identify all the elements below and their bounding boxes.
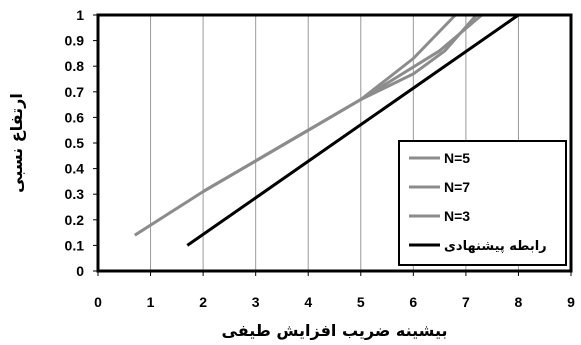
y-tick-label: 0.9 [65, 33, 85, 49]
x-tick-label: 7 [462, 294, 470, 310]
legend-label-1: N=7 [444, 179, 470, 195]
y-axis-title: ارتفاع نسبی [7, 93, 26, 193]
y-tick-label: 0.2 [65, 212, 85, 228]
x-tick-label: 1 [147, 294, 155, 310]
y-tick-label: 0.7 [65, 84, 85, 100]
y-tick-label: 0.1 [65, 237, 85, 253]
y-tick-label: 0.6 [65, 109, 85, 125]
x-tick-label: 2 [199, 294, 207, 310]
series-line-3 [186, 13, 520, 247]
series-line-2 [202, 13, 457, 193]
x-tick-label: 6 [409, 294, 417, 310]
x-tick-label: 8 [515, 294, 523, 310]
legend: N=5 N=7 N=3 رابطه پیشنهادی [398, 140, 567, 266]
y-tick-label: 0.5 [65, 135, 85, 151]
y-tick-label: 0.8 [65, 58, 85, 74]
x-tick-label: 5 [357, 294, 365, 310]
series-layer [133, 13, 520, 247]
ticks: 0 1 2 3 4 5 6 7 8 9 0 0.1 0.2 0.3 0.4 0.5 0.6 0.7 0.8 0.9 1 [65, 7, 576, 310]
y-tick-label: 1 [76, 7, 84, 23]
y-tick-label: 0.4 [65, 161, 85, 177]
y-tick-label: 0.3 [65, 186, 85, 202]
x-axis-title: بیشینه ضریب افزایش طیفی [222, 321, 448, 340]
x-tick-label: 0 [94, 294, 102, 310]
legend-label-2: N=3 [444, 208, 470, 224]
x-tick-label: 4 [304, 294, 312, 310]
y-tick-label: 0 [76, 263, 84, 279]
legend-label-3: رابطه پیشنهادی [444, 239, 547, 254]
x-tick-label: 3 [252, 294, 260, 310]
x-tick-label: 9 [567, 294, 575, 310]
legend-label-0: N=5 [444, 150, 470, 166]
